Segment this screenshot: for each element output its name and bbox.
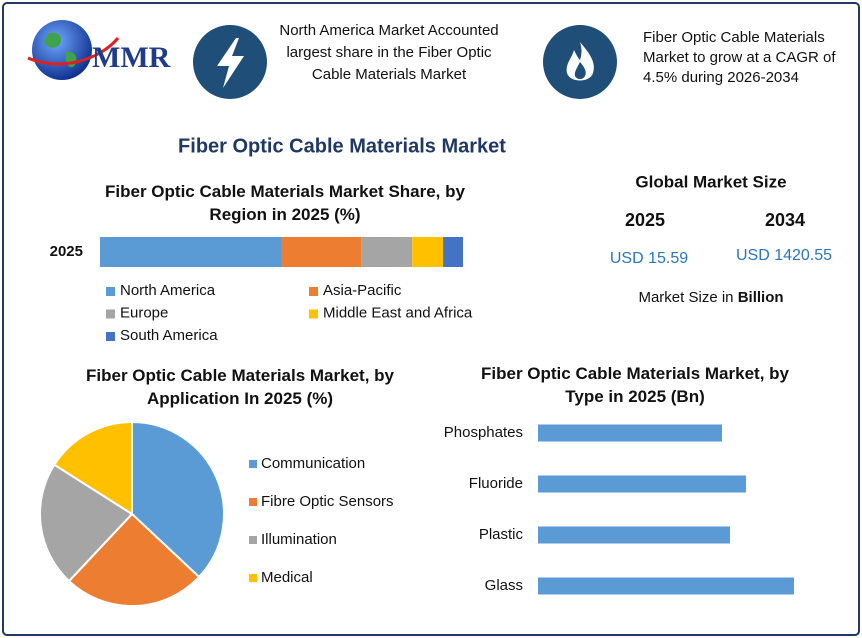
legend-label: North America [120, 282, 216, 299]
legend-label: Communication [261, 455, 365, 472]
bar-segment [443, 237, 463, 267]
market-value: USD 15.59 [610, 250, 688, 267]
market-value: USD 1420.55 [736, 247, 832, 264]
chart-title-box: Fiber Optic Cable Materials Market, by T… [481, 364, 789, 406]
bar [538, 475, 746, 493]
category-label: Plastic [479, 526, 524, 543]
flame-inner [574, 62, 586, 79]
chart-title-box: Fiber Optic Cable Materials Market, by A… [86, 366, 394, 408]
chart-title: Fiber Optic Cable Materials Market Share… [105, 182, 465, 224]
legend-label: South America [120, 327, 218, 344]
year: 2034 [765, 210, 805, 230]
legend-swatch [249, 498, 257, 506]
legend-swatch [249, 574, 257, 582]
legend-swatch [106, 287, 115, 296]
bar-segment [281, 237, 362, 267]
highlight-text: North America Market Accounted largest s… [279, 22, 499, 83]
bar-segment [361, 237, 413, 267]
pie-slice [52, 420, 133, 516]
bar-segment [100, 237, 282, 267]
legend-swatch [106, 332, 115, 341]
legend-label: Europe [120, 304, 168, 321]
swoosh [27, 37, 120, 66]
globe [32, 20, 92, 80]
legend-swatch [249, 536, 257, 544]
category-label: Phosphates [444, 424, 523, 441]
bar [538, 577, 794, 595]
chart-title: Fiber Optic Cable Materials Market, by T… [481, 364, 789, 406]
market-size-title: Global Market Size [635, 172, 786, 191]
legend-swatch [309, 287, 318, 296]
year: 2025 [625, 210, 665, 230]
pie-slice [39, 463, 134, 583]
pie-slice [67, 512, 201, 607]
legend-label: Asia-Pacific [323, 282, 402, 299]
continents [44, 32, 77, 68]
legend-swatch [309, 309, 318, 319]
legend-swatch [249, 460, 257, 468]
note-text: Market Size in [638, 289, 733, 306]
highlight-text: Fiber Optic Cable Materials Market to gr… [643, 29, 836, 86]
logo-text: MMR [92, 41, 171, 74]
bar-segment [412, 237, 444, 267]
legend-swatch [106, 309, 115, 319]
bar [538, 526, 730, 544]
category-label: Fluoride [469, 475, 523, 492]
bar [538, 424, 722, 442]
flame-icon [566, 42, 594, 81]
main-title: Fiber Optic Cable Materials Market [178, 135, 506, 157]
lightning-icon [217, 38, 244, 88]
pie-slice [131, 420, 225, 579]
chart-title: Fiber Optic Cable Materials Market, by A… [86, 366, 394, 408]
category-label: Glass [485, 577, 523, 594]
legend-label: Medical [261, 569, 313, 586]
legend-label: Middle East and Africa [323, 304, 473, 321]
note-unit: Billion [738, 289, 784, 306]
market-size: Global Market Size 2025 2034 USD 15.59 U… [610, 172, 832, 305]
legend-label: Illumination [261, 531, 337, 548]
highlight-box: Fiber Optic Cable Materials Market to gr… [643, 29, 836, 86]
category-label: 2025 [50, 243, 83, 260]
highlight-box: North America Market Accounted largest s… [279, 22, 499, 83]
logo: MMR [27, 20, 171, 80]
chart-title-box: Fiber Optic Cable Materials Market Share… [105, 182, 465, 224]
market-note: Market Size in Billion [638, 289, 783, 306]
legend-label: Fibre Optic Sensors [261, 493, 394, 510]
